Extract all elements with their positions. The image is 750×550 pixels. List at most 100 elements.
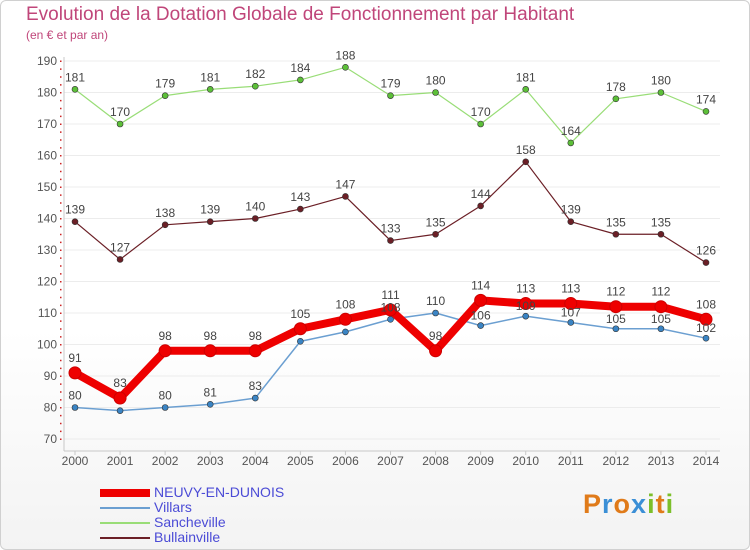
logo-letter: i [647,489,656,519]
y-tick-label-150: 150 [37,180,57,194]
data-label-neuvy-en-dunois-2006: 108 [335,297,355,311]
data-label-villars-2009: 106 [471,309,491,323]
data-point-villars-2010 [522,312,530,320]
legend-label-sancheville: Sancheville [154,514,226,530]
data-label-sancheville-2008: 180 [426,74,446,88]
data-label-neuvy-en-dunois-2004: 98 [249,329,263,343]
x-tick-label-2013: 2013 [648,454,675,468]
y-tick-label-100: 100 [37,338,57,352]
data-point-neuvy-en-dunois-2013 [654,300,668,314]
y-minor-tick [60,202,62,204]
y-minor-tick [60,375,62,377]
logo-letter: i [665,489,675,519]
legend-swatch-bullainville [100,536,150,539]
y-minor-tick [60,414,62,417]
legend-label-bullainville: Bullainville [154,529,221,545]
y-minor-tick [60,155,62,157]
data-point-villars-2011 [567,319,575,326]
data-label-sancheville-2006: 188 [335,48,355,62]
y-minor-tick [60,147,62,149]
data-label-villars-2011: 107 [561,305,581,319]
data-point-villars-2013 [657,325,665,333]
y-minor-tick [60,186,62,188]
y-minor-tick [60,422,62,425]
data-label-villars-2000: 80 [68,389,82,403]
data-point-sancheville-2003 [206,86,214,93]
y-minor-tick [60,359,62,362]
data-point-bullainville-2013 [657,230,665,238]
data-point-bullainville-2001 [116,256,124,263]
proxiti-logo: Proxiti [583,489,674,520]
data-label-bullainville-2000: 139 [65,203,85,217]
data-point-neuvy-en-dunois-2014 [699,312,713,326]
data-point-neuvy-en-dunois-2012 [609,300,623,314]
data-point-sancheville-2008 [432,89,439,96]
legend-label-villars: Villars [154,499,192,515]
chart-title: Evolution de la Dotation Globale de Fonc… [26,4,575,25]
data-label-sancheville-2003: 181 [200,70,220,84]
data-point-villars-2005 [297,338,304,345]
x-tick-label-2009: 2009 [467,454,494,468]
data-label-villars-2008: 110 [426,294,445,308]
data-label-neuvy-en-dunois-2010: 113 [516,282,535,296]
data-point-sancheville-2006 [342,64,349,71]
x-tick-label-2005: 2005 [287,454,314,468]
data-label-neuvy-en-dunois-2011: 113 [561,282,580,296]
data-point-villars-2003 [206,401,214,408]
data-label-bullainville-2002: 138 [155,206,175,220]
data-point-bullainville-2011 [567,218,575,225]
data-label-neuvy-en-dunois-2013: 112 [651,285,670,299]
x-tick-label-2012: 2012 [603,454,630,468]
legend-label-neuvy: NEUVY-EN-DUNOIS [154,484,285,500]
data-label-sancheville-2000: 181 [65,70,85,84]
y-minor-tick [60,438,62,440]
y-minor-tick [60,367,62,370]
y-minor-tick [60,265,62,267]
y-tick-label-80: 80 [44,401,58,415]
data-point-neuvy-en-dunois-2000 [68,366,82,380]
y-minor-tick [60,139,62,141]
y-minor-tick [60,170,62,173]
data-label-neuvy-en-dunois-2001: 83 [113,376,127,390]
data-point-villars-2007 [387,315,394,323]
y-minor-tick [60,162,62,165]
y-minor-tick [60,178,62,181]
logo-letter: o [613,489,632,519]
y-tick-label-120: 120 [37,275,57,289]
y-minor-tick [60,249,62,251]
x-tick-label-2007: 2007 [377,454,404,468]
data-label-villars-2004: 83 [249,379,263,393]
y-tick-label-180: 180 [37,86,57,100]
logo-letter: P [583,489,603,519]
chart-subtitle: (en € et par an) [26,28,109,42]
y-minor-tick [60,233,62,236]
data-label-bullainville-2001: 127 [110,240,130,254]
x-tick-label-2011: 2011 [558,454,584,468]
y-tick-label-130: 130 [37,243,57,257]
data-point-neuvy-en-dunois-2011 [564,297,578,311]
data-point-bullainville-2004 [251,215,259,222]
data-point-sancheville-2013 [657,89,665,96]
data-label-neuvy-en-dunois-2008: 98 [429,329,443,343]
y-tick-label-90: 90 [44,369,58,383]
x-tick-label-2008: 2008 [422,454,449,468]
y-minor-tick [60,84,62,86]
data-point-villars-2006 [342,328,349,336]
y-minor-tick [60,92,62,94]
data-point-neuvy-en-dunois-2010 [519,297,533,311]
data-label-bullainville-2003: 139 [200,203,220,217]
y-minor-tick [60,115,62,118]
x-tick-label-2001: 2001 [107,454,134,468]
x-tick-label-2006: 2006 [332,454,359,468]
data-point-neuvy-en-dunois-2009 [474,293,488,307]
legend-swatch-villars [100,506,150,509]
data-point-bullainville-2000 [71,218,79,225]
data-point-sancheville-2014 [702,108,710,115]
y-minor-tick [60,257,62,259]
y-tick-label-70: 70 [44,432,58,446]
logo-letter: r [602,489,614,519]
data-label-villars-2012: 105 [606,312,626,326]
data-label-bullainville-2014: 126 [696,244,716,258]
y-minor-tick [60,344,62,346]
